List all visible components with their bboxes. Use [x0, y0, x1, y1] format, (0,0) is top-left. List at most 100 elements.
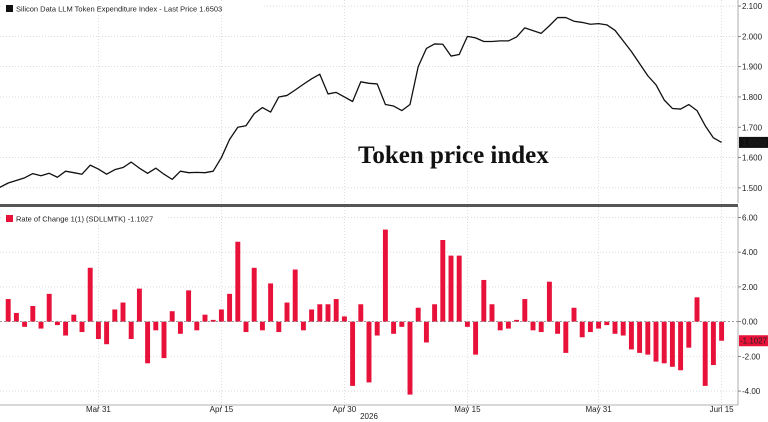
roc-bar [268, 283, 274, 322]
roc-bar [358, 304, 364, 322]
roc-tick-label: -2.00 [742, 352, 761, 361]
roc-bar [440, 240, 446, 322]
roc-bar [514, 319, 520, 322]
x-tick-label: Mar 31 [86, 405, 111, 414]
roc-bar [604, 321, 610, 326]
roc-bar [628, 321, 634, 350]
roc-tick-label: 0.00 [742, 318, 758, 327]
roc-legend: Rate of Change 1(1) (SDLLMTK) -1.1027 [2, 212, 167, 225]
roc-bar [186, 290, 192, 322]
price-last-value-tag: 1.6503 [739, 136, 768, 148]
price-last-value-text: 1.6503 [742, 138, 767, 147]
price-legend: Silicon Data LLM Token Expenditure Index… [2, 2, 262, 15]
roc-bar [13, 312, 19, 322]
x-tick-label: Apr 30 [333, 405, 357, 414]
roc-bar [530, 321, 536, 331]
roc-bar [661, 321, 667, 364]
roc-bar [235, 241, 241, 322]
roc-bar [694, 297, 700, 322]
roc-bar [555, 321, 561, 334]
price-legend-swatch [6, 5, 13, 12]
roc-bar [104, 321, 110, 345]
roc-bar [177, 321, 183, 334]
roc-bar [563, 321, 569, 353]
roc-bar [473, 321, 479, 355]
roc-bar [497, 321, 503, 331]
roc-bar [686, 321, 692, 348]
roc-bar [341, 316, 347, 322]
roc-bar [374, 321, 380, 336]
x-tick-label: May 15 [454, 405, 481, 414]
price-legend-text: Silicon Data LLM Token Expenditure Index… [16, 5, 222, 14]
roc-bar [259, 321, 265, 331]
roc-bar [87, 267, 93, 322]
roc-bar [538, 321, 544, 333]
roc-bar [456, 255, 462, 322]
price-tick-label: 1.500 [742, 184, 763, 193]
roc-bar [407, 321, 413, 395]
roc-tick-label: 2.00 [742, 283, 758, 292]
roc-bar [317, 304, 323, 322]
roc-bar [292, 269, 298, 322]
roc-bar [522, 299, 528, 322]
price-legend-box [2, 2, 262, 15]
x-tick-label: Jun 15 [710, 405, 735, 414]
price-axis-ticks: 1.500 1.600 1.700 1.800 1.900 2.000 2.100 [738, 2, 763, 193]
x-axis-ticks: Mar 31 Apr 15 Apr 30 May 15 May 31 Jun 15 [86, 405, 734, 414]
roc-bar [210, 319, 216, 322]
roc-bar [325, 304, 331, 322]
price-tick-label: 1.700 [742, 123, 763, 132]
roc-bar [399, 321, 405, 327]
roc-bar [391, 321, 397, 334]
roc-bar [382, 229, 388, 322]
roc-bar [300, 321, 306, 331]
roc-bar [22, 321, 28, 327]
roc-bar [5, 299, 11, 322]
roc-bar [120, 302, 126, 322]
price-tick-label: 1.800 [742, 93, 763, 102]
roc-bar [464, 321, 470, 327]
roc-bar [95, 321, 101, 339]
roc-bar [284, 302, 290, 322]
roc-bars [5, 229, 725, 395]
roc-bar [481, 279, 487, 322]
roc-bar [54, 321, 60, 326]
roc-bar [719, 321, 725, 341]
price-series-line [0, 16, 722, 188]
roc-bar [251, 267, 257, 322]
roc-bar [79, 321, 85, 333]
x-tick-label: Apr 15 [210, 405, 234, 414]
roc-axis-ticks: 6.00 4.00 2.00 0.00 -2.00 -4.00 [738, 213, 761, 396]
roc-bar [169, 311, 175, 322]
roc-bar [202, 314, 208, 322]
roc-bar [63, 321, 69, 336]
roc-legend-text: Rate of Change 1(1) (SDLLMTK) -1.1027 [16, 215, 153, 224]
panel-divider [0, 204, 738, 207]
roc-bar [489, 304, 495, 322]
roc-bar [194, 321, 200, 331]
roc-bar [46, 293, 52, 322]
roc-legend-swatch [6, 215, 13, 222]
roc-tick-label: 4.00 [742, 248, 758, 257]
roc-bar [415, 307, 421, 322]
roc-bar [128, 321, 134, 339]
roc-bar [612, 321, 618, 334]
roc-bar [587, 321, 593, 333]
roc-bar [112, 309, 118, 322]
roc-tick-label: 6.00 [742, 213, 758, 222]
x-year-label: 2026 [360, 412, 378, 421]
roc-bar [546, 281, 552, 322]
roc-bar [333, 299, 339, 322]
roc-bar [678, 321, 684, 371]
roc-bar [710, 321, 716, 366]
roc-bar [136, 288, 142, 322]
roc-bar [596, 321, 602, 329]
price-tick-label: 1.900 [742, 63, 763, 72]
roc-bar [505, 321, 511, 329]
roc-bar [645, 321, 651, 355]
roc-bar [243, 321, 249, 333]
roc-bar [669, 321, 675, 367]
x-tick-label: May 31 [585, 405, 612, 414]
